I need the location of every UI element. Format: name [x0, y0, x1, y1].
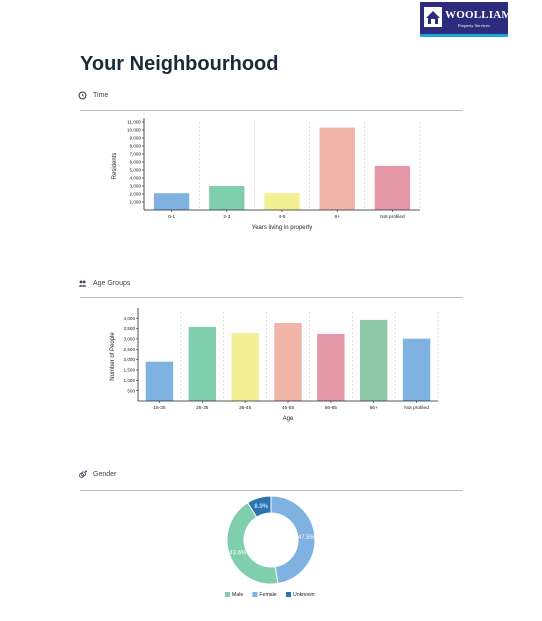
y-axis-title: Residents — [112, 153, 118, 180]
y-tick-label: 5,000 — [130, 168, 142, 173]
x-tick-label: 26-35 — [196, 405, 209, 411]
y-tick-label: 3,500 — [124, 326, 136, 331]
section-header-age: Age Groups — [78, 276, 130, 290]
y-tick-label: 8,000 — [130, 144, 142, 149]
brand-logo: WOOLLIAMS Property Services — [420, 2, 518, 37]
bar-36-45 — [231, 333, 259, 401]
slice-male — [226, 502, 279, 585]
section-label-gender: Gender — [93, 470, 117, 478]
y-tick-label: 2,000 — [130, 192, 142, 197]
y-tick-label: 1,000 — [130, 200, 142, 205]
bar-2-3 — [209, 186, 245, 210]
bar-26-35 — [188, 326, 216, 401]
y-tick-label: 1,500 — [124, 368, 136, 373]
slice-label-female: 47.5% — [298, 535, 316, 541]
x-tick-label: 6+ — [334, 214, 340, 220]
bar-18-25 — [145, 361, 174, 401]
y-axis-title: Number of People — [110, 332, 116, 381]
y-tick-label: 9,000 — [130, 136, 142, 141]
x-tick-label: Not profiled — [404, 405, 429, 411]
legend-swatch-male — [225, 592, 230, 597]
bar-56-65 — [317, 333, 345, 401]
y-tick-label: 6,000 — [130, 160, 142, 165]
slice-unknown — [246, 495, 272, 518]
slice-label-male: 43.6% — [229, 550, 247, 556]
section-divider-age — [80, 297, 463, 298]
x-tick-label: 66+ — [370, 405, 378, 411]
y-tick-label: 2,000 — [124, 357, 136, 362]
y-tick-label: 3,000 — [130, 184, 142, 189]
bar-66- — [360, 319, 388, 401]
bar-6- — [319, 127, 355, 210]
legend-label-female: Female — [259, 592, 276, 598]
brand-accent-stripe — [420, 34, 508, 37]
x-tick-label: Not profiled — [380, 214, 405, 220]
bar-46-55 — [274, 322, 302, 401]
x-tick-label: 46-55 — [282, 405, 295, 411]
clock-icon — [78, 90, 87, 100]
section-header-gender: Gender — [78, 467, 116, 481]
x-axis-title: Years living in property — [252, 225, 312, 231]
x-axis-title: Age — [283, 416, 294, 422]
bar-4-5 — [264, 193, 300, 210]
section-divider-gender — [80, 490, 463, 491]
y-tick-label: 4,000 — [130, 176, 142, 181]
legend-swatch-female — [252, 592, 258, 597]
brand-tagline: Property Services — [458, 23, 490, 28]
section-label-time: Time — [93, 91, 109, 99]
bar-not-profiled — [374, 166, 411, 210]
x-tick-label: 56-65 — [325, 405, 338, 411]
gender-donut-chart: 47.5% 43.6% 8.9% Male Female Unknown — [225, 495, 316, 598]
bar-0-1 — [153, 193, 190, 210]
y-tick-label: 2,500 — [124, 347, 136, 352]
y-tick-label: 11,000 — [127, 120, 141, 125]
legend-swatch-unknown — [286, 592, 291, 597]
bar-not-profiled — [402, 338, 431, 401]
legend-label-male: Male — [232, 592, 243, 598]
x-tick-label: 18-25 — [153, 405, 166, 411]
legend-label-unknown: Unknown — [293, 592, 315, 598]
y-tick-label: 500 — [127, 388, 135, 393]
house-logo-icon — [424, 7, 442, 27]
age-groups-bar-chart: 500 1,000 1,500 2,000 2,500 3,000 3,500 4,000 18… — [110, 308, 439, 422]
x-tick-label: 0-1 — [168, 214, 175, 220]
y-tick-label: 3,000 — [124, 337, 136, 342]
section-header-time: Time — [78, 88, 108, 102]
brand-name: WOOLLIAMS — [445, 9, 519, 21]
people-icon — [78, 279, 87, 287]
x-tick-label: 36-45 — [239, 405, 252, 411]
y-tick-label: 1,000 — [124, 378, 136, 383]
y-tick-label: 7,000 — [130, 152, 142, 157]
page-title: Your Neighbourhood — [80, 53, 279, 75]
slice-label-unknown: 8.9% — [254, 504, 268, 510]
y-tick-label: 10,000 — [127, 128, 141, 133]
x-tick-label: 4-5 — [279, 214, 286, 220]
y-tick-label: 4,000 — [124, 316, 136, 321]
section-label-age: Age Groups — [93, 279, 131, 287]
section-divider-time — [80, 110, 463, 111]
residents-bar-chart: 1,000 2,000 3,000 4,000 5,000 6,000 7,000 8,000… — [112, 118, 421, 231]
slice-female — [270, 495, 316, 585]
gender-icon — [79, 469, 87, 478]
x-tick-label: 2-3 — [223, 214, 230, 220]
